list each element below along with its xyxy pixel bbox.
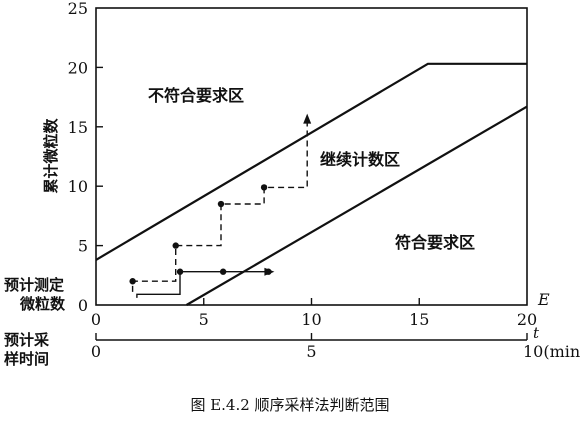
time-tick-label: 5 [306,342,316,361]
figure-caption: 图 E.4.2 顺序采样法判断范围 [190,396,389,414]
predict-label-line: 预计测定 [4,276,64,294]
sampling-time-label: 预计采样时间 [4,331,50,368]
time-label-line: 样时间 [4,350,49,368]
y-axis-label: 累计微粒数 [42,118,60,194]
y-tick-label: 5 [78,237,88,256]
predicted-count-label: 预计测定微粒数 [4,276,66,313]
x-tick-label: 15 [409,310,429,329]
data-point [217,200,225,208]
x-tick-label: 0 [91,310,101,329]
region-label-reject: 不符合要求区 [148,86,244,105]
time-axis: 0 5 10(min) [91,333,581,361]
y-tick-label: 10 [68,177,88,196]
time-tick-label: 0 [91,342,101,361]
sample-path-1 [131,119,308,292]
y-tick-label: 0 [78,296,88,315]
x-tick-label: 10 [301,310,321,329]
y-axis-ticks: 0 5 10 15 20 25 [68,0,103,315]
lower-boundary [185,105,528,306]
region-label-accept: 符合要求区 [395,233,475,252]
data-point [219,268,227,275]
data-point [129,278,136,285]
y-tick-label: 25 [68,0,88,18]
x-axis-label-e: E [537,290,550,309]
region-label-continue: 继续计数区 [320,150,400,169]
time-tick-label: 10(min) [523,342,581,361]
data-point [265,268,272,275]
x-tick-label: 20 [517,310,537,329]
sample-path-2 [136,271,269,298]
x-tick-label: 5 [199,310,209,329]
y-tick-label: 20 [68,58,88,77]
upper-boundary [95,62,527,261]
time-label-line: 预计采 [4,331,50,349]
y-tick-label: 15 [68,118,88,137]
x-axis-ticks: 0 5 10 15 20 [91,298,537,329]
x-axis-label-t: t [533,324,540,342]
data-point [172,242,179,249]
predict-label-line: 微粒数 [19,295,66,313]
data-point [260,184,268,191]
data-point [176,268,184,275]
sample-path-1-arrowhead [303,113,312,124]
marker-layer [129,184,272,285]
plot-frame [95,7,528,306]
